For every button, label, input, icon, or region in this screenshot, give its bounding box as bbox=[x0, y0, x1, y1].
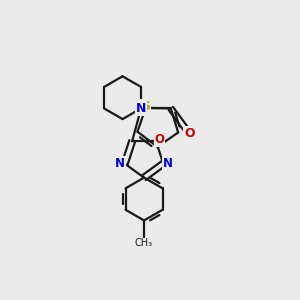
Text: N: N bbox=[163, 157, 173, 170]
Text: O: O bbox=[184, 127, 195, 140]
Text: O: O bbox=[154, 133, 164, 146]
Text: N: N bbox=[116, 157, 125, 170]
Text: N: N bbox=[136, 102, 146, 115]
Text: CH₃: CH₃ bbox=[135, 238, 153, 248]
Text: S: S bbox=[141, 100, 150, 113]
